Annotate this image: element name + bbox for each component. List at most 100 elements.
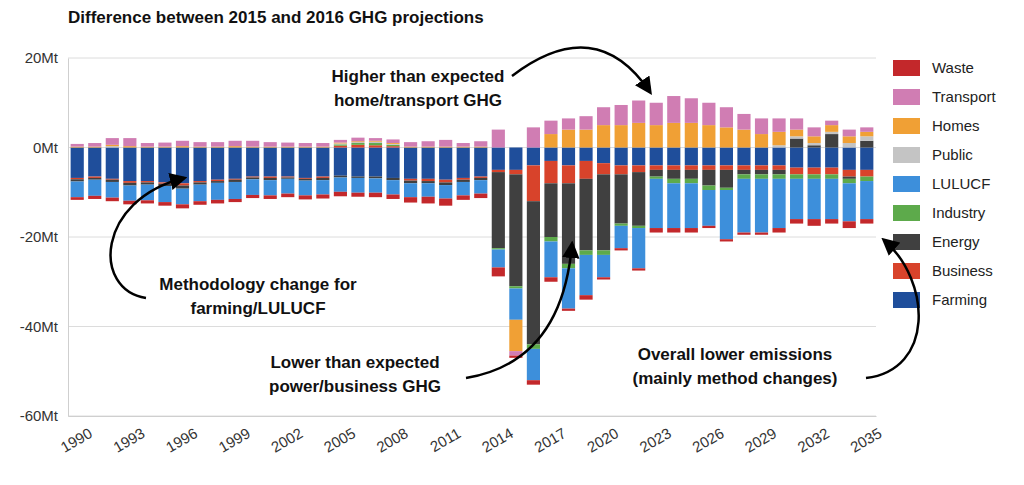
legend-swatch	[893, 89, 920, 105]
bar-segment	[860, 141, 873, 148]
bar-segment	[685, 123, 698, 148]
bar-segment	[562, 165, 575, 183]
bar-segment	[790, 130, 803, 137]
bar-segment	[106, 146, 119, 147]
bar-segment	[123, 147, 136, 148]
bars	[71, 96, 874, 385]
bar-segment	[439, 185, 452, 198]
x-tick: 2020	[584, 416, 621, 456]
bar-segment	[579, 295, 592, 299]
bar-segment	[615, 105, 628, 125]
legend-item: Waste	[893, 59, 974, 76]
bar-segment	[211, 147, 224, 148]
bar-segment	[509, 288, 522, 319]
bar-segment	[772, 118, 785, 131]
bar-segment	[772, 170, 785, 174]
bar-segment	[299, 143, 312, 147]
bar-segment	[650, 177, 663, 179]
bar-segment	[527, 148, 540, 166]
bar-segment	[544, 134, 557, 147]
bar-segment	[702, 186, 715, 190]
bar-segment	[808, 174, 821, 178]
bar-segment	[386, 145, 399, 146]
bar-segment	[755, 174, 768, 178]
bar-segment	[422, 197, 435, 204]
bar-segment	[457, 180, 470, 182]
bar-segment	[386, 180, 399, 194]
x-tick-label: 2020	[584, 424, 621, 455]
bar-segment	[843, 170, 856, 177]
annotation-line: power/business GHG	[269, 377, 441, 396]
bar-segment	[316, 180, 329, 194]
bar-segment	[334, 144, 347, 145]
bar-segment	[597, 255, 610, 277]
bar-segment	[579, 179, 592, 251]
annotation-text: Methodology change forfarming/LULUCF	[159, 275, 357, 318]
x-tick-label: 2017	[531, 424, 568, 455]
legend-label: Industry	[932, 204, 986, 221]
bar-segment	[772, 228, 785, 232]
bar-segment	[246, 148, 259, 177]
bar-segment	[229, 147, 242, 148]
bar-segment	[562, 130, 575, 148]
bar-segment	[632, 123, 645, 148]
bar-segment	[334, 176, 347, 178]
x-tick-label: 2002	[268, 424, 305, 455]
bar-series	[71, 148, 874, 184]
legend-swatch	[893, 60, 920, 76]
bar-segment	[737, 114, 750, 130]
bar-segment	[843, 136, 856, 143]
bar-segment	[562, 183, 575, 264]
bar-segment	[632, 226, 645, 228]
bar-segment	[667, 96, 680, 123]
bar-segment	[106, 180, 119, 182]
bar-segment	[772, 148, 785, 166]
bar-segment	[316, 143, 329, 147]
grid-line	[68, 237, 876, 238]
bar-segment	[386, 146, 399, 147]
legend-label: Public	[932, 146, 973, 163]
bar-segment	[685, 170, 698, 179]
bar-segment	[351, 145, 364, 148]
bar-segment	[334, 146, 347, 148]
legend-swatch	[893, 118, 920, 134]
bar-segment	[211, 180, 224, 181]
bar-segment	[422, 148, 435, 179]
bar-segment	[474, 141, 487, 146]
bar-segment	[351, 138, 364, 142]
bar-segment	[264, 178, 277, 180]
bar-segment	[158, 143, 171, 147]
bar-segment	[281, 147, 294, 148]
x-tick: 1993	[110, 416, 147, 456]
bar-segment	[579, 250, 592, 254]
bar-segment	[422, 147, 435, 148]
bar-segment	[351, 193, 364, 197]
annotation: Higher than expectedhome/transport GHG	[332, 48, 650, 110]
y-tick: 20Mt	[25, 49, 68, 66]
bar-segment	[71, 147, 84, 148]
bar-segment	[527, 201, 540, 344]
bar-segment	[299, 179, 312, 181]
bar-segment	[702, 190, 715, 226]
bar-series	[106, 132, 874, 148]
bar-segment	[737, 130, 750, 148]
bar-segment	[825, 148, 838, 168]
bar-segment	[281, 143, 294, 147]
grid-line	[68, 326, 876, 327]
bar-segment	[650, 165, 663, 169]
bar-segment	[229, 148, 242, 179]
bar-segment	[474, 147, 487, 148]
bar-segment	[264, 177, 277, 178]
bar-segment	[474, 177, 487, 178]
bar-segment	[316, 147, 329, 148]
bar-segment	[457, 147, 470, 148]
legend-item: Farming	[893, 291, 987, 308]
x-tick: 1990	[58, 416, 95, 456]
annotation-line: Methodology change for	[159, 275, 357, 294]
legend-item: Energy	[893, 233, 980, 250]
bar-segment	[597, 125, 610, 147]
bar-segment	[562, 309, 575, 311]
bar-segment	[71, 179, 84, 181]
bar-segment	[457, 182, 470, 195]
bar-segment	[509, 147, 522, 148]
